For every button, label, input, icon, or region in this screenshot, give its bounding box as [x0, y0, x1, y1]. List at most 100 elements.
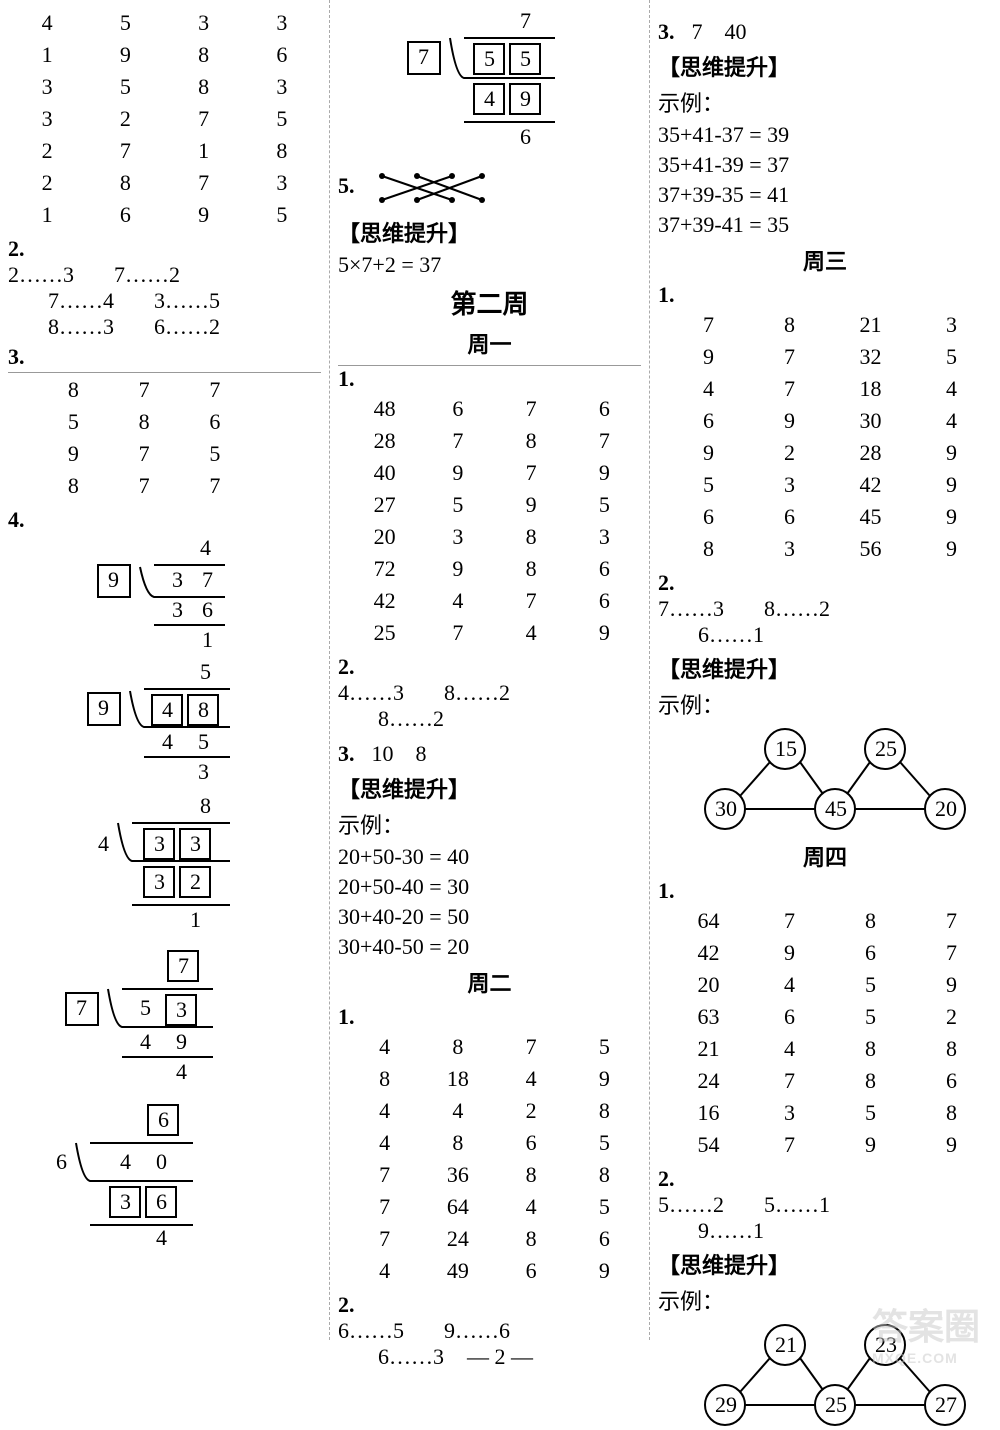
cell: 64: [421, 1194, 494, 1220]
cell: 7: [86, 138, 164, 164]
cell: 4: [911, 408, 992, 434]
svg-text:4: 4: [98, 831, 109, 856]
cell: 21: [830, 312, 911, 338]
cell: 7: [749, 344, 830, 370]
svg-text:7: 7: [76, 995, 87, 1020]
cell: 2: [86, 106, 164, 132]
cell: 7: [165, 170, 243, 196]
dotted-row: 6……1: [658, 622, 992, 648]
cell: 7: [348, 1194, 421, 1220]
cell: 48: [348, 396, 421, 422]
cell: 9: [568, 620, 641, 646]
svg-text:1: 1: [202, 627, 213, 652]
cell: 5: [830, 1100, 911, 1126]
cell: 7: [165, 106, 243, 132]
c3-siwei: 【思维提升】: [658, 50, 992, 82]
c2b-q1: 1.: [338, 1004, 641, 1030]
cell: 7: [911, 940, 992, 966]
cell: 5: [243, 202, 321, 228]
c3-q3: 3. 7 40: [658, 14, 992, 46]
svg-text:4: 4: [176, 1059, 187, 1084]
svg-text:21: 21: [775, 1332, 797, 1357]
cell: 4: [749, 1036, 830, 1062]
svg-text:7: 7: [202, 567, 213, 592]
c2-q1-grid: 4867628787409792759520383729864247625749: [348, 396, 641, 646]
cell: 8: [495, 556, 568, 582]
svg-text:2: 2: [190, 869, 201, 894]
cell: 6: [421, 396, 494, 422]
week2-heading: 第二周: [338, 284, 641, 321]
svg-text:5: 5: [484, 46, 495, 71]
cell: 8: [86, 170, 164, 196]
svg-text:4: 4: [140, 1029, 151, 1054]
c3-q1: 1.: [658, 282, 992, 308]
cell: 7: [749, 1132, 830, 1158]
cell: 1: [8, 202, 86, 228]
cell: 4: [749, 972, 830, 998]
cell: 7: [180, 377, 251, 403]
cell: 9: [911, 972, 992, 998]
cell: 3: [421, 524, 494, 550]
c3b-q2: 2.5……25……19……1: [658, 1166, 992, 1244]
longdiv-4: 7 7 5 3 4 9 4: [48, 949, 248, 1099]
c3-siwei3: 【思维提升】: [658, 1248, 992, 1280]
siwei2: 【思维提升】: [338, 772, 641, 804]
c3-siwei2: 【思维提升】: [658, 652, 992, 684]
svg-text:1: 1: [190, 907, 201, 932]
q3-grid: 877586975877: [38, 377, 321, 499]
cell: 63: [668, 1004, 749, 1030]
cell: 7: [568, 428, 641, 454]
q2: 2. 2……37……27……43……58……36……2: [8, 236, 321, 340]
cell: 9: [911, 440, 992, 466]
cell: 42: [348, 588, 421, 614]
svg-text:8: 8: [200, 795, 211, 818]
cell: 8: [568, 1098, 641, 1124]
cell: 24: [421, 1226, 494, 1252]
cell: 5: [180, 441, 251, 467]
svg-text:27: 27: [935, 1392, 957, 1417]
cell: 9: [911, 1132, 992, 1158]
dotted-row: 8……36……2: [8, 314, 321, 340]
graph-1: 15 25 30 45 20: [675, 724, 975, 834]
cell: 42: [668, 940, 749, 966]
cell: 7: [495, 460, 568, 486]
longdiv-1: 4 9 3 7 3 6 1: [80, 537, 250, 657]
cell: 25: [348, 620, 421, 646]
cell: 45: [830, 504, 911, 530]
cell: 7: [348, 1162, 421, 1188]
c3b-q1-grid: 6478742967204596365221488247861635854799: [668, 908, 992, 1158]
cell: 9: [911, 536, 992, 562]
dotted-row: 2……37……2: [8, 262, 321, 288]
cell: 8: [348, 1066, 421, 1092]
cell: 6: [568, 1226, 641, 1252]
cell: 7: [348, 1226, 421, 1252]
cell: 8: [495, 524, 568, 550]
cell: 3: [243, 74, 321, 100]
cell: 7: [749, 1068, 830, 1094]
c2-q3: 3. 10 8: [338, 736, 641, 768]
day1-heading: 周一: [338, 327, 641, 359]
c3-q1-grid: 7821397325471846930492289534296645983569: [668, 312, 992, 562]
cell: [250, 473, 321, 499]
cell: 5: [568, 492, 641, 518]
cell: 9: [749, 940, 830, 966]
cell: 4: [348, 1098, 421, 1124]
dotted-row: 5……25……1: [658, 1192, 992, 1218]
cell: 5: [830, 972, 911, 998]
cell: 7: [911, 908, 992, 934]
svg-text:7: 7: [418, 44, 429, 69]
cell: 8: [243, 138, 321, 164]
cell: 5: [668, 472, 749, 498]
cell: 49: [421, 1258, 494, 1284]
cell: 6: [911, 1068, 992, 1094]
cell: 5: [243, 106, 321, 132]
cell: 5: [911, 344, 992, 370]
cell: 3: [749, 536, 830, 562]
day2-heading: 周二: [338, 966, 641, 998]
cell: 6: [495, 1258, 568, 1284]
cell: 3: [568, 524, 641, 550]
cell: 6: [830, 940, 911, 966]
c2-equations: 20+50-30 = 4020+50-40 = 3030+40-20 = 503…: [338, 844, 641, 960]
cell: 8: [38, 473, 109, 499]
cell: 9: [911, 472, 992, 498]
